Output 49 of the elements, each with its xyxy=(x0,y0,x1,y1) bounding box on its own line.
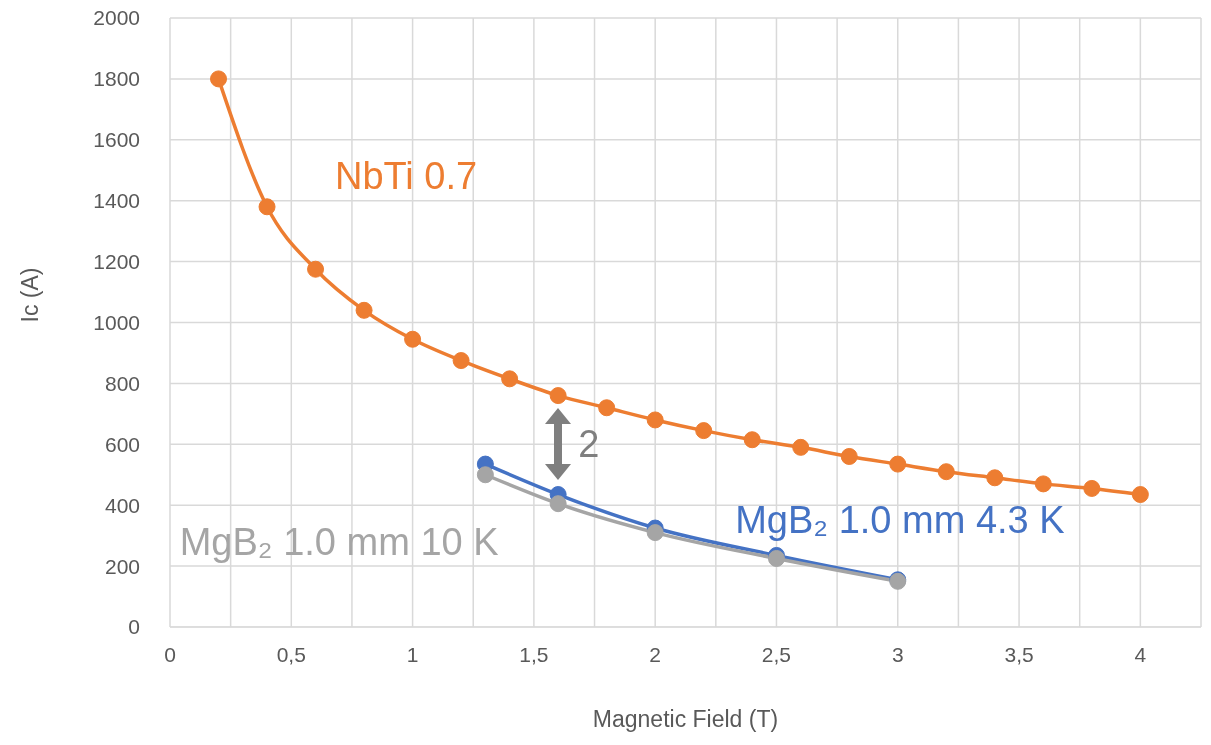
point xyxy=(840,447,858,465)
point xyxy=(986,469,1004,487)
series-label: MgB₂ 1.0 mm 10 K xyxy=(179,519,499,564)
x-axis-title: Magnetic Field (T) xyxy=(592,706,779,732)
y-tick-label: 1400 xyxy=(93,189,140,213)
point xyxy=(598,399,616,417)
point xyxy=(549,495,567,513)
series-label: NbTi 0.7 xyxy=(334,154,478,199)
point xyxy=(937,463,955,481)
point xyxy=(1131,486,1149,504)
x-tick-label: 3 xyxy=(891,642,904,666)
point xyxy=(792,438,810,456)
x-tick-label: 2,5 xyxy=(761,642,792,666)
annotation: 2 xyxy=(578,422,600,467)
point xyxy=(1034,475,1052,493)
point xyxy=(646,524,664,542)
y-tick-label: 1600 xyxy=(93,128,140,152)
x-tick-label: 1 xyxy=(406,642,419,666)
point xyxy=(307,260,325,278)
point xyxy=(476,466,494,484)
y-tick-label: 600 xyxy=(104,432,140,456)
y-tick-label: 1800 xyxy=(93,67,140,91)
point xyxy=(404,330,422,348)
x-tick-label: 3,5 xyxy=(1004,642,1034,666)
point xyxy=(549,387,567,405)
series-label: MgB₂ 1.0 mm 4.3 K xyxy=(735,498,1065,543)
y-tick-label: 200 xyxy=(104,554,140,578)
x-tick-label: 0,5 xyxy=(276,642,306,666)
y-axis-title: Ic (A) xyxy=(17,267,44,323)
x-tick-label: 1,5 xyxy=(519,642,549,666)
y-tick-label: 1000 xyxy=(93,310,140,334)
x-tick-label: 4 xyxy=(1134,642,1147,666)
point xyxy=(210,70,228,88)
point xyxy=(743,431,761,449)
x-tick-label: 0 xyxy=(164,642,176,666)
y-tick-label: 1200 xyxy=(93,250,140,274)
x-tick-label: 2 xyxy=(649,642,662,666)
point xyxy=(258,198,276,216)
point xyxy=(501,370,519,388)
point xyxy=(646,411,664,429)
point xyxy=(1083,479,1101,497)
y-tick-label: 800 xyxy=(104,371,140,395)
point xyxy=(452,352,470,370)
point xyxy=(355,301,373,319)
point xyxy=(695,422,713,440)
y-tick-label: 0 xyxy=(128,615,140,639)
y-tick-label: 2000 xyxy=(93,6,140,30)
point xyxy=(889,455,907,473)
y-tick-label: 400 xyxy=(104,493,140,517)
